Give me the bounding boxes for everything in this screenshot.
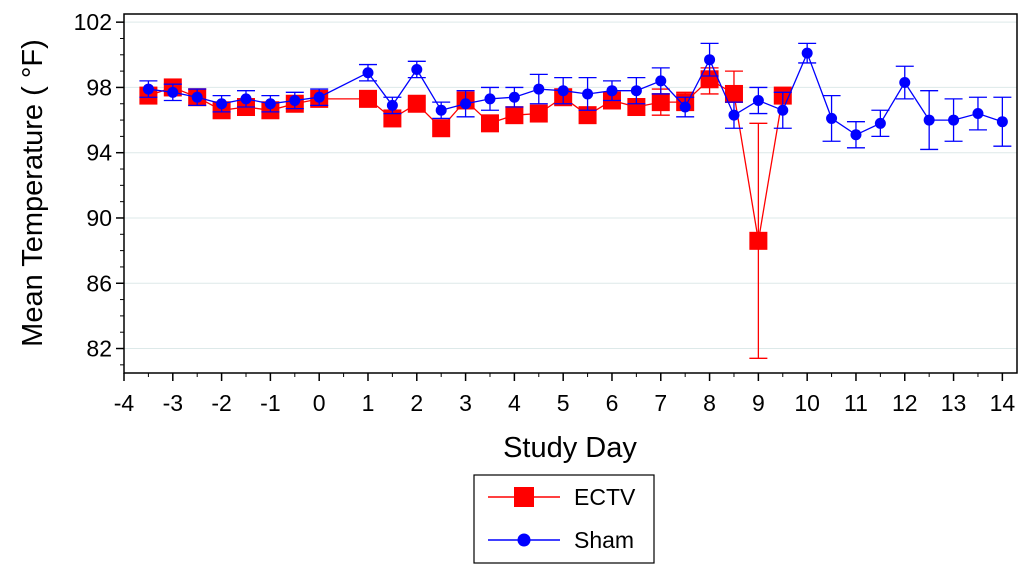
sham-point bbox=[533, 83, 545, 95]
sham-point bbox=[923, 114, 935, 126]
x-axis-title: Study Day bbox=[503, 432, 637, 464]
sham-point bbox=[874, 117, 886, 129]
ectv-point bbox=[627, 98, 646, 117]
sham-point bbox=[948, 114, 960, 126]
y-tick-label: 90 bbox=[86, 205, 112, 231]
ectv-point bbox=[700, 70, 719, 89]
sham-series bbox=[139, 42, 1012, 151]
x-tick-label: 5 bbox=[557, 390, 570, 416]
sham-point bbox=[435, 104, 447, 116]
y-tick-label: 102 bbox=[74, 9, 112, 35]
sham-point bbox=[679, 101, 691, 113]
ectv-point bbox=[480, 114, 499, 133]
x-tick-label: -1 bbox=[260, 390, 280, 416]
x-tick-label: 6 bbox=[606, 390, 619, 416]
sham-point bbox=[362, 67, 374, 79]
ectv-point bbox=[432, 119, 451, 138]
legend-box bbox=[473, 474, 655, 564]
ectv-point bbox=[407, 94, 426, 113]
legend-sham-marker bbox=[517, 533, 531, 547]
legend-ectv-marker bbox=[514, 487, 534, 507]
sham-point bbox=[728, 109, 740, 121]
legend-ectv-label: ECTV bbox=[574, 484, 636, 510]
ectv-point bbox=[529, 104, 548, 123]
grid-lines bbox=[124, 21, 1017, 350]
ectv-point bbox=[358, 89, 377, 108]
x-tick-label: 12 bbox=[892, 390, 918, 416]
x-tick-label: -4 bbox=[114, 390, 135, 416]
series-layer bbox=[139, 42, 1012, 359]
legend-sham-label: Sham bbox=[574, 527, 634, 553]
ectv-point bbox=[749, 231, 768, 250]
sham-point bbox=[386, 99, 398, 111]
y-tick-label: 98 bbox=[86, 74, 112, 100]
sham-point bbox=[142, 83, 154, 95]
x-tick-label: 2 bbox=[410, 390, 423, 416]
ectv-point bbox=[724, 84, 743, 103]
sham-point bbox=[826, 112, 838, 124]
x-tick-label: 1 bbox=[362, 390, 375, 416]
sham-point bbox=[191, 91, 203, 103]
y-tick-label: 94 bbox=[86, 140, 112, 166]
x-tick-label: 7 bbox=[654, 390, 667, 416]
sham-point bbox=[704, 54, 716, 66]
sham-point bbox=[240, 93, 252, 105]
sham-point bbox=[264, 98, 276, 110]
sham-point bbox=[411, 63, 423, 75]
sham-point bbox=[850, 129, 862, 141]
x-tick-label: 9 bbox=[752, 390, 765, 416]
x-tick-label: 3 bbox=[459, 390, 472, 416]
sham-point bbox=[630, 85, 642, 97]
x-tick-label: 4 bbox=[508, 390, 521, 416]
sham-line bbox=[148, 51, 1003, 136]
sham-point bbox=[289, 94, 301, 106]
sham-point bbox=[996, 116, 1008, 128]
y-axis-title: Mean Temperature ( °F) bbox=[17, 39, 49, 347]
sham-point bbox=[606, 85, 618, 97]
x-tick-label: -2 bbox=[211, 390, 231, 416]
y-tick-label: 82 bbox=[86, 336, 112, 362]
ectv-point bbox=[505, 106, 524, 125]
plot-frame bbox=[123, 13, 1018, 374]
sham-point bbox=[460, 98, 472, 110]
x-tick-label: 8 bbox=[703, 390, 716, 416]
x-tick-label: 14 bbox=[990, 390, 1016, 416]
x-tick-label: -3 bbox=[163, 390, 183, 416]
x-tick-label: 0 bbox=[313, 390, 326, 416]
sham-point bbox=[557, 85, 569, 97]
sham-point bbox=[801, 47, 813, 59]
sham-point bbox=[777, 104, 789, 116]
sham-point bbox=[508, 91, 520, 103]
sham-point bbox=[484, 93, 496, 105]
sham-point bbox=[313, 91, 325, 103]
legend: ECTV Sham bbox=[473, 474, 655, 564]
x-tick-label: 11 bbox=[844, 390, 868, 416]
sham-point bbox=[582, 88, 594, 100]
x-tick-label: 13 bbox=[941, 390, 967, 416]
sham-point bbox=[972, 108, 984, 120]
sham-point bbox=[655, 75, 667, 87]
sham-point bbox=[167, 86, 179, 98]
x-tick-label: 10 bbox=[794, 390, 820, 416]
sham-point bbox=[216, 98, 228, 110]
sham-point bbox=[752, 94, 764, 106]
sham-point bbox=[899, 77, 911, 89]
ectv-point bbox=[651, 93, 670, 112]
y-tick-label: 86 bbox=[86, 270, 112, 296]
